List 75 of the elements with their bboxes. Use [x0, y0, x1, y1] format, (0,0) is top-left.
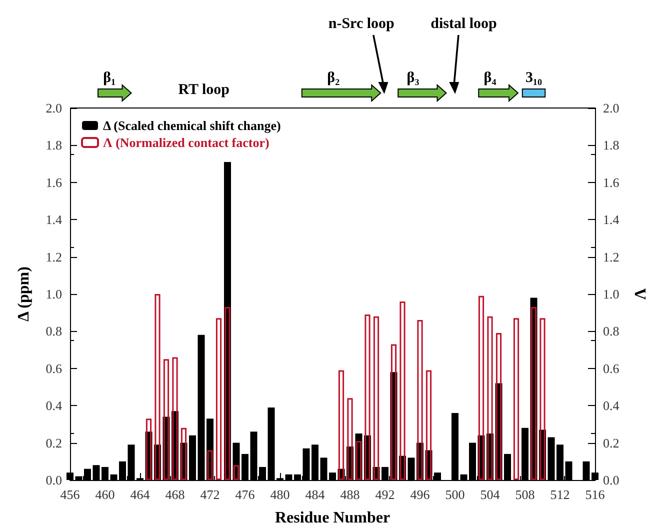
- text: β₂: [327, 70, 340, 86]
- y-tick-label: 0.8: [46, 324, 62, 339]
- legend-label: Λ (Normalized contact factor): [103, 135, 270, 150]
- y-tick-label: 1.2: [46, 249, 62, 264]
- x-tick-label: 504: [480, 487, 500, 502]
- bar: [146, 418, 152, 480]
- x-tick-label: 456: [60, 487, 80, 502]
- x-tick-label: 476: [235, 487, 256, 502]
- legend-label: Δ (Scaled chemical shift change): [103, 118, 281, 133]
- bar: [487, 316, 493, 480]
- bar: [163, 359, 170, 480]
- y2-tick-label: 1.4: [603, 212, 620, 228]
- y2-tick-label: 0.0: [603, 472, 620, 488]
- y-tick-label: 0.2: [46, 435, 62, 450]
- bar: [496, 333, 502, 480]
- x-tick-label: 516: [585, 487, 606, 502]
- y2-tick-label: 0.8: [603, 324, 620, 339]
- bar: [224, 307, 230, 480]
- x-tick-label: 500: [445, 487, 465, 502]
- y2-tick-label: 0.2: [603, 435, 620, 450]
- bar: [390, 344, 397, 480]
- bar: [513, 318, 520, 480]
- bar: [172, 357, 178, 480]
- bar: [417, 320, 423, 480]
- x-tick-label: 460: [95, 487, 115, 502]
- bar: [154, 294, 160, 480]
- text: β₄: [484, 70, 497, 86]
- x-tick-label: 468: [165, 487, 185, 502]
- bar: [364, 314, 370, 480]
- bar: [338, 370, 344, 480]
- bar: [207, 450, 213, 480]
- text: distal loop: [430, 16, 497, 32]
- y-tick-label: 0.4: [46, 398, 62, 414]
- x-tick-label: 496: [410, 487, 430, 502]
- y-axis-title: Δ (ppm): [16, 266, 32, 322]
- y-tick-label: 1.4: [46, 212, 62, 228]
- x-tick-label: 464: [130, 487, 150, 502]
- x-tick-label: 472: [200, 487, 220, 502]
- bar: [400, 301, 406, 480]
- x-tick-label: 480: [270, 487, 290, 502]
- bar: [233, 465, 240, 480]
- text: RT loop: [178, 82, 230, 98]
- bar: [478, 296, 484, 480]
- y-tick-label: 1.8: [46, 138, 62, 153]
- bar: [216, 318, 222, 480]
- bar: [356, 440, 362, 480]
- x-axis-title: Residue Number: [274, 510, 390, 526]
- y-tick-label: 0.0: [46, 472, 62, 488]
- text: β₁: [103, 70, 116, 86]
- text: 3₁₀: [526, 70, 542, 86]
- x-tick-label: 512: [550, 487, 570, 502]
- y2-tick-label: 1.0: [603, 286, 620, 302]
- bar: [373, 316, 380, 480]
- bar: [540, 318, 546, 480]
- x-tick-label: 488: [340, 487, 360, 502]
- bar: [530, 307, 537, 480]
- y2-tick-label: 1.6: [603, 174, 620, 190]
- text: n-Src loop: [328, 16, 394, 32]
- y2-tick-label: 0.4: [603, 398, 620, 414]
- x-tick-label: 484: [305, 487, 326, 502]
- y-tick-label: 1.6: [46, 174, 62, 190]
- y2-tick-label: 1.8: [603, 138, 620, 153]
- x-tick-label: 492: [375, 487, 395, 502]
- bar: [347, 398, 353, 480]
- bar: [426, 370, 432, 480]
- bar: [180, 428, 187, 480]
- x-tick-label: 508: [515, 487, 535, 502]
- y2-tick-label: 2.0: [603, 100, 620, 116]
- text: β₃: [406, 70, 420, 86]
- y2-axis-title: Λ: [632, 288, 650, 300]
- y-tick-label: 0.6: [46, 360, 62, 376]
- y2-tick-label: 0.6: [603, 360, 620, 376]
- y2-tick-label: 1.2: [603, 249, 620, 264]
- y-tick-label: 2.0: [46, 100, 62, 116]
- y-tick-label: 1.0: [46, 286, 62, 302]
